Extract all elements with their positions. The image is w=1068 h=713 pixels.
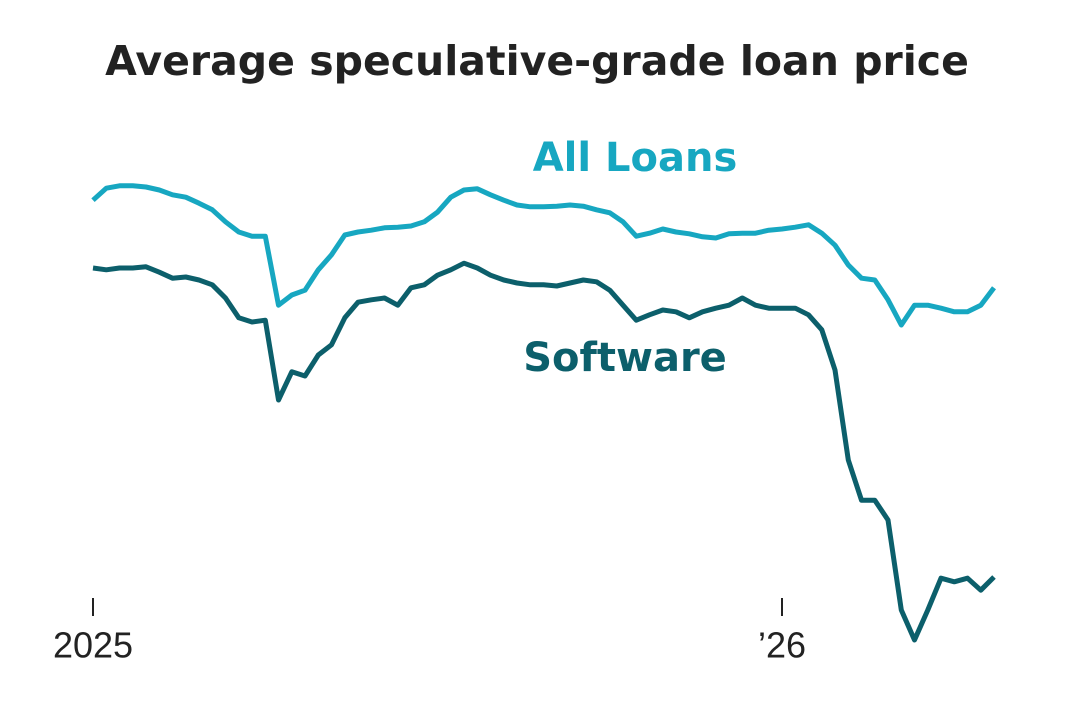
series-line [91, 183, 996, 328]
series-label: Software [523, 335, 727, 381]
series-line [92, 260, 996, 643]
series-label: All Loans [533, 135, 738, 181]
x-tick-label: 2025 [53, 625, 133, 666]
chart-title: Average speculative-grade loan price [105, 37, 969, 85]
x-tick-label: ’26 [758, 625, 806, 666]
